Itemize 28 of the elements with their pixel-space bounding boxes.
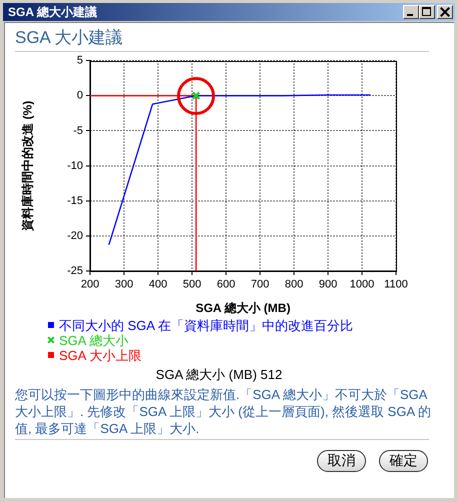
x-tick-label: 1000 [350, 278, 374, 291]
text: 確定 [379, 450, 428, 472]
y-tick-label: -10 [67, 160, 83, 172]
y-tick-label: -5 [73, 124, 83, 137]
legend-label: SGA 大小上限 [59, 348, 142, 363]
y-tick-label: 5 [76, 54, 83, 67]
legend-label: SGA 總大小 [59, 333, 128, 348]
text: SGA 總大小建議 [8, 5, 97, 19]
x-tick-label: 200 [80, 278, 100, 291]
x-tick-label: 1100 [384, 278, 408, 291]
chart-title: SGA 大小建議 [15, 27, 429, 52]
x-tick-label: 500 [182, 278, 202, 291]
x-tick-label: 300 [114, 278, 134, 291]
x-tick-label: 400 [148, 278, 168, 291]
text: 取消 [317, 450, 366, 472]
y-tick-label: 0 [76, 90, 83, 102]
legend-label: 不同大小的 SGA 在「資料庫時間」中的改進百分比 [59, 318, 353, 333]
x-tick-label: 800 [284, 278, 304, 291]
x-tick-label: 900 [318, 278, 338, 291]
text: 您可以按一下圖形中的曲線來設定新值.「SGA 總大小」不可大於「SGA 大小上限」. 先修改「SGA 上限」大小 (從上一層頁面), 然後選取 SGA 的值, 最多可達「SGA 上限」大小. [15, 386, 432, 437]
y-tick-label: -15 [67, 194, 83, 207]
text: SGA 總大小 (MB) 512 [154, 367, 284, 383]
y-axis-title: 資料庫時間中的改進 (%) [20, 100, 35, 232]
x-tick-label: 600 [216, 278, 236, 291]
x-tick-label: 700 [250, 278, 270, 291]
y-tick-label: -20 [67, 230, 83, 242]
y-tick-label: -25 [67, 265, 83, 278]
x-axis-title: SGA 總大小 (MB) [196, 301, 290, 316]
